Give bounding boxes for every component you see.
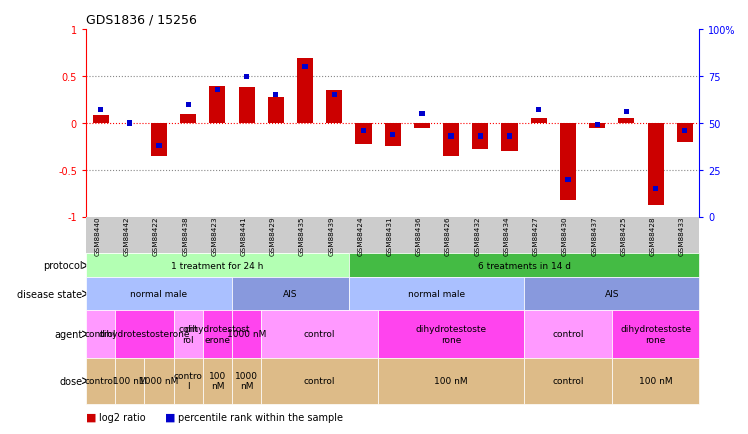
Text: GSM88426: GSM88426 [445,216,451,255]
Text: GSM88440: GSM88440 [95,216,101,255]
Text: GSM88430: GSM88430 [562,216,568,255]
Bar [536,108,542,113]
Bar [355,124,372,144]
Text: protocol: protocol [43,261,82,271]
Text: GDS1836 / 15256: GDS1836 / 15256 [86,13,197,26]
Text: control: control [552,376,583,385]
Bar [93,116,108,124]
Text: percentile rank within the sample: percentile rank within the sample [178,412,343,421]
Text: dihydrotestost
erone: dihydrotestost erone [185,325,250,344]
Bar [151,124,167,156]
Bar [677,124,693,142]
Text: dose: dose [59,376,82,386]
Text: AIS: AIS [283,289,298,299]
Text: GSM88429: GSM88429 [270,216,276,255]
Bar [186,102,191,108]
Bar [326,91,343,124]
Text: GSM88422: GSM88422 [153,216,159,255]
Text: GSM88427: GSM88427 [533,216,539,255]
Text: dihydrotestosterone: dihydrotestosterone [99,330,190,339]
Text: GSM88433: GSM88433 [678,216,684,255]
Text: 100 nM: 100 nM [435,376,468,385]
Bar [648,124,663,206]
Text: control: control [85,330,117,339]
Text: cont
rol: cont rol [178,325,198,344]
Text: 1000 nM: 1000 nM [227,330,266,339]
Bar [273,93,278,98]
Bar [384,124,401,147]
Bar [127,121,132,126]
Text: GSM88439: GSM88439 [328,216,334,255]
Bar [331,93,337,98]
Text: GSM88431: GSM88431 [387,216,393,255]
Bar [239,88,254,124]
Text: 100 nM: 100 nM [639,376,672,385]
Bar [619,119,634,124]
Text: 6 treatments in 14 d: 6 treatments in 14 d [478,261,571,270]
Text: GSM88442: GSM88442 [124,216,130,255]
Bar [478,134,483,139]
Text: ■: ■ [165,412,175,421]
Text: GSM88438: GSM88438 [183,216,188,255]
Text: control: control [552,330,583,339]
Text: GSM88425: GSM88425 [620,216,626,255]
Bar [501,124,518,151]
Bar [209,86,225,124]
Text: GSM88434: GSM88434 [503,216,509,255]
Bar [98,108,103,113]
Text: GSM88432: GSM88432 [474,216,480,255]
Text: normal male: normal male [130,289,188,299]
Text: GSM88435: GSM88435 [299,216,305,255]
Bar [531,119,547,124]
Text: disease state: disease state [17,289,82,299]
Bar [268,98,284,124]
Text: GSM88428: GSM88428 [649,216,655,255]
Text: control: control [304,330,335,339]
Text: control: control [304,376,335,385]
Text: GSM88423: GSM88423 [212,216,218,255]
Bar [653,187,658,191]
Bar [624,110,629,115]
Text: GSM88441: GSM88441 [241,216,247,255]
Bar [449,134,454,139]
Bar [215,88,220,93]
Bar [560,124,576,200]
Text: ■: ■ [86,412,96,421]
Text: 1000 nM: 1000 nM [139,376,179,385]
Text: 1 treatment for 24 h: 1 treatment for 24 h [171,261,263,270]
Bar [420,112,425,117]
Text: normal male: normal male [408,289,465,299]
Bar [297,58,313,124]
Bar [443,124,459,156]
Bar [507,134,512,139]
Bar [589,124,605,128]
Bar [472,124,488,150]
Bar [156,144,162,149]
Text: 1000
nM: 1000 nM [235,371,258,391]
Text: AIS: AIS [604,289,619,299]
Text: 100 nM: 100 nM [113,376,147,385]
Bar [414,124,430,128]
Bar [682,128,687,134]
Text: GSM88424: GSM88424 [358,216,364,255]
Bar [244,75,249,79]
Text: contro
l: contro l [174,371,203,391]
Text: log2 ratio: log2 ratio [99,412,146,421]
Bar [180,114,196,124]
Text: GSM88437: GSM88437 [591,216,597,255]
Text: agent: agent [54,329,82,339]
Bar [390,132,396,138]
Bar [595,123,600,128]
Text: 100
nM: 100 nM [209,371,226,391]
Bar [302,65,307,70]
Text: control: control [85,376,117,385]
Bar [565,177,571,182]
Text: GSM88436: GSM88436 [416,216,422,255]
Bar [361,128,366,134]
Text: dihydrotestoste
rone: dihydrotestoste rone [416,325,487,344]
Text: dihydrotestoste
rone: dihydrotestoste rone [620,325,691,344]
